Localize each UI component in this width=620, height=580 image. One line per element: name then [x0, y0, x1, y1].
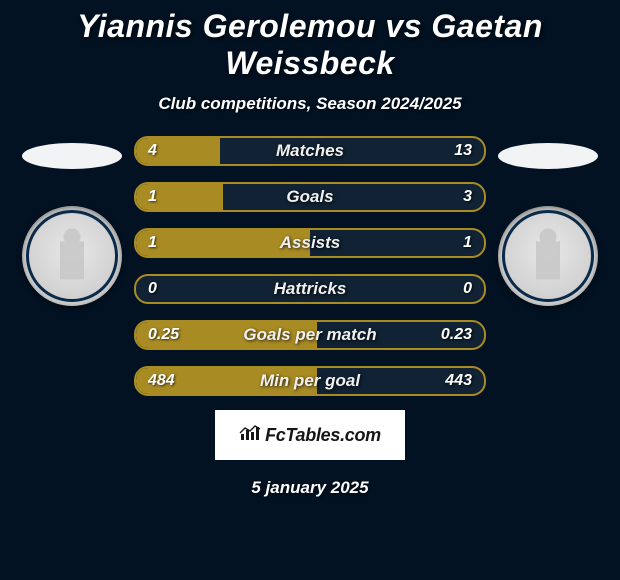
stat-label: Goals: [286, 187, 333, 207]
right-club-badge: [498, 206, 598, 306]
right-player-col: [498, 136, 598, 306]
site-logo-text: FcTables.com: [265, 425, 381, 446]
comparison-panel: 413Matches13Goals11Assists00Hattricks0.2…: [0, 136, 620, 396]
right-player-ellipse: [498, 143, 598, 169]
stat-bar: 1 1 Assists: [134, 228, 486, 258]
stat-bar: 484 443 Min per goal: [134, 366, 486, 396]
stat-left-value: 1: [148, 234, 157, 252]
stat-bar: 4 13 Matches: [134, 136, 486, 166]
stat-bar: 0 0 Hattricks: [134, 274, 486, 304]
stat-bars: 413Matches13Goals11Assists00Hattricks0.2…: [134, 136, 486, 396]
stat-right-value: 0.23: [441, 326, 472, 344]
left-player-ellipse: [22, 143, 122, 169]
left-club-badge: [22, 206, 122, 306]
stat-bar: 1 3 Goals: [134, 182, 486, 212]
date-text: 5 january 2025: [0, 478, 620, 498]
stat-label: Hattricks: [274, 279, 347, 299]
stat-label: Min per goal: [260, 371, 360, 391]
stat-right-value: 1: [463, 234, 472, 252]
stat-left-value: 1: [148, 188, 157, 206]
stat-label: Assists: [280, 233, 340, 253]
left-player-col: [22, 136, 122, 306]
stat-left-value: 4: [148, 142, 157, 160]
stat-label: Goals per match: [243, 325, 376, 345]
stat-right-value: 0: [463, 280, 472, 298]
page-title: Yiannis Gerolemou vs Gaetan Weissbeck: [0, 0, 620, 82]
subtitle: Club competitions, Season 2024/2025: [0, 94, 620, 114]
site-logo: FcTables.com: [215, 410, 405, 460]
stat-right-value: 13: [454, 142, 472, 160]
stat-right-value: 443: [445, 372, 472, 390]
stat-left-value: 484: [148, 372, 175, 390]
stat-left-value: 0.25: [148, 326, 179, 344]
stat-label: Matches: [276, 141, 344, 161]
stat-right-value: 3: [463, 188, 472, 206]
stat-bar: 0.25 0.23 Goals per match: [134, 320, 486, 350]
chart-icon: [239, 424, 261, 447]
stat-left-value: 0: [148, 280, 157, 298]
